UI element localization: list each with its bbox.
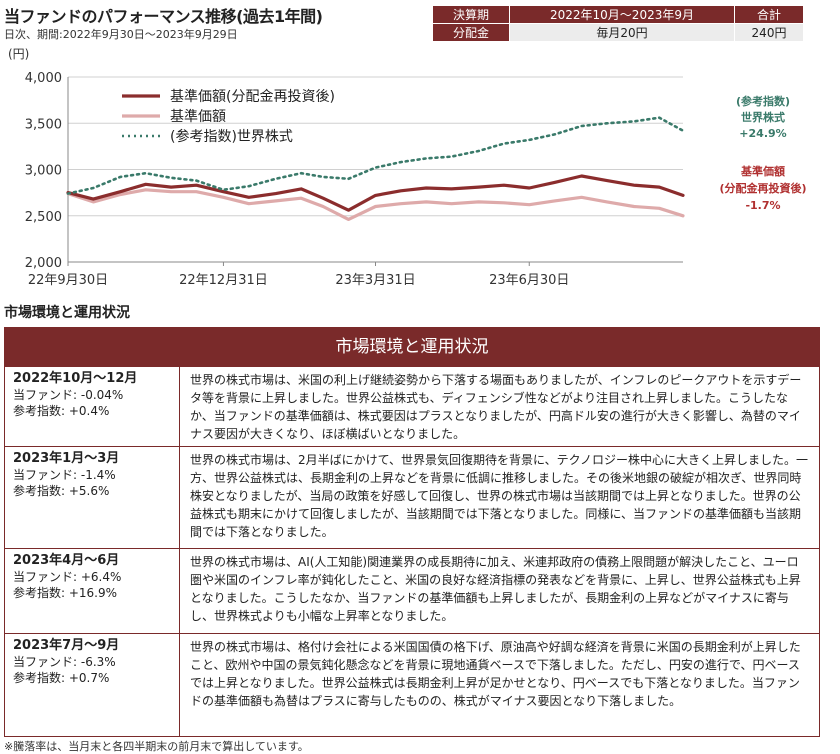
index-annotation: (参考指数) bbox=[736, 94, 790, 108]
page-title: 当ファンドのパフォーマンス推移(過去1年間) bbox=[4, 7, 323, 26]
x-tick-label: 22年12月31日 bbox=[179, 273, 268, 288]
quarter-commentary: 世界の株式市場は、格付け会社による米国国債の格下げ、原油高や好調な経済を背景に米… bbox=[190, 640, 801, 708]
quarter-index-return: 参考指数: +16.9% bbox=[13, 586, 118, 600]
quarter-row: 2022年10月～12月 当ファンド: -0.04% 参考指数: +0.4% 世… bbox=[5, 366, 819, 447]
y-tick-label: 2,000 bbox=[25, 256, 62, 271]
quarter-period: 2023年7月～9月 bbox=[13, 638, 120, 653]
quarter-commentary: 世界の株式市場は、AI(人工知能)関連業界の成長期待に加え、米連邦政府の債務上限… bbox=[190, 555, 801, 623]
quarter-fund-return: 当ファンド: -0.04% bbox=[13, 388, 124, 402]
fund-annotation: 基準価額 bbox=[740, 164, 785, 178]
x-tick-label: 22年9月30日 bbox=[28, 273, 108, 288]
legend-label: 基準価額 bbox=[170, 108, 226, 125]
quarter-index-return: 参考指数: +0.7% bbox=[13, 671, 110, 685]
quarter-commentary: 世界の株式市場は、2月半ばにかけて、世界景気回復期待を背景に、テクノロジー株中心… bbox=[190, 453, 808, 539]
quarter-summary: 2023年1月～3月 当ファンド: -1.4% 参考指数: +5.6% bbox=[5, 447, 180, 549]
y-tick-label: 3,500 bbox=[25, 117, 62, 132]
series-line bbox=[66, 116, 685, 195]
series-line bbox=[66, 188, 685, 221]
series-line bbox=[66, 174, 685, 212]
quarter-index-return: 参考指数: +0.4% bbox=[13, 404, 110, 418]
total-label: 合計 bbox=[734, 5, 804, 24]
y-tick-label: 4,000 bbox=[25, 71, 62, 86]
quarter-row: 2023年7月～9月 当ファンド: -6.3% 参考指数: +0.7% 世界の株… bbox=[5, 633, 819, 737]
market-box-title: 市場環境と運用状況 bbox=[5, 328, 819, 366]
quarter-fund-return: 当ファンド: -6.3% bbox=[13, 655, 116, 669]
footnote: ※騰落率は、当月末と各四半期末の前月末で算出しています。 bbox=[4, 740, 309, 753]
quarter-fund-return: 当ファンド: -1.4% bbox=[13, 468, 116, 482]
distribution-total-value: 240円 bbox=[734, 23, 804, 42]
quarter-commentary: 世界の株式市場は、米国の利上げ継続姿勢から下落する場面もありましたが、インフレの… bbox=[190, 373, 802, 441]
quarter-row: 2023年1月～3月 当ファンド: -1.4% 参考指数: +5.6% 世界の株… bbox=[5, 446, 819, 549]
market-section-heading: 市場環境と運用状況 bbox=[4, 305, 130, 321]
distribution-label: 分配金 bbox=[432, 23, 510, 42]
quarter-summary: 2023年4月～6月 当ファンド: +6.4% 参考指数: +16.9% bbox=[5, 549, 180, 634]
quarter-period: 2022年10月～12月 bbox=[13, 371, 138, 386]
y-axis-unit: (円) bbox=[8, 47, 29, 61]
quarter-period: 2023年1月～3月 bbox=[13, 451, 120, 466]
x-tick-label: 23年3月31日 bbox=[335, 273, 415, 288]
distribution-value: 毎月20円 bbox=[509, 23, 735, 42]
quarter-row: 2023年4月～6月 当ファンド: +6.4% 参考指数: +16.9% 世界の… bbox=[5, 548, 819, 634]
fund-annotation: (分配金再投資後) bbox=[719, 181, 806, 195]
y-tick-label: 2,500 bbox=[25, 210, 62, 225]
quarter-fund-return: 当ファンド: +6.4% bbox=[13, 570, 122, 584]
market-environment-box: 市場環境と運用状況 2022年10月～12月 当ファンド: -0.04% 参考指… bbox=[4, 327, 820, 737]
quarter-period: 2023年4月～6月 bbox=[13, 553, 120, 568]
settlement-period-label: 決算期 bbox=[432, 5, 510, 24]
y-tick-label: 3,000 bbox=[25, 164, 62, 179]
quarter-index-return: 参考指数: +5.6% bbox=[13, 484, 110, 498]
legend-label: 基準価額(分配金再投資後) bbox=[170, 88, 335, 105]
distribution-info-table: 決算期 2022年10月～2023年9月 合計 分配金 毎月20円 240円 bbox=[432, 5, 804, 42]
quarter-summary: 2022年10月～12月 当ファンド: -0.04% 参考指数: +0.4% bbox=[5, 367, 180, 447]
index-annotation: +24.9% bbox=[739, 127, 786, 140]
fund-annotation: -1.7% bbox=[745, 199, 780, 212]
chart-period-subtitle: 日次、期間:2022年9月30日～2023年9月29日 bbox=[4, 28, 238, 41]
settlement-period-value: 2022年10月～2023年9月 bbox=[509, 5, 735, 24]
x-tick-label: 23年6月30日 bbox=[489, 273, 569, 288]
quarter-summary: 2023年7月～9月 当ファンド: -6.3% 参考指数: +0.7% bbox=[5, 634, 180, 737]
index-annotation: 世界株式 bbox=[741, 110, 785, 124]
legend-label: (参考指数)世界株式 bbox=[170, 128, 293, 145]
performance-line-chart: (円) 2,000 2,500 3,000 3,500 4,000 22年9月30日 22年1… bbox=[8, 47, 807, 288]
